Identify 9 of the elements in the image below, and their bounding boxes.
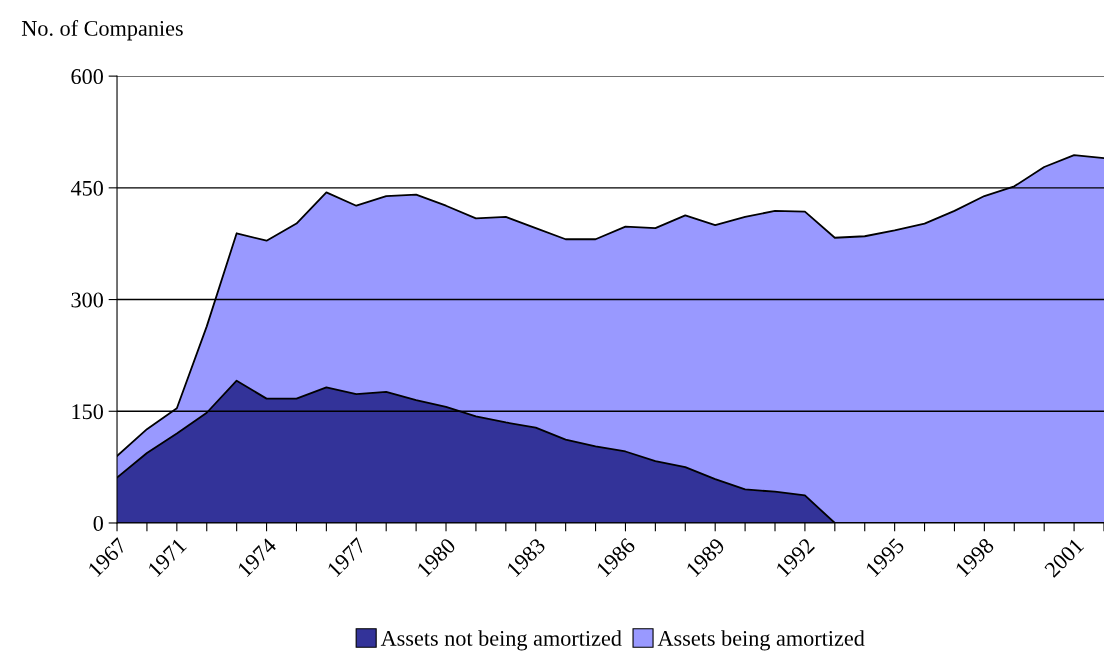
x-tick-label: 1971 — [147, 537, 187, 578]
legend-label: Assets not being amortized — [380, 630, 622, 651]
legend-label: Assets being amortized — [657, 630, 865, 651]
y-tick-label: 300 — [71, 292, 103, 308]
y-tick-label: 150 — [72, 404, 103, 420]
y-tick-label: 450 — [70, 180, 103, 196]
y-tick-label: 600 — [71, 69, 103, 85]
y-tick-label: 0 — [93, 515, 103, 531]
y-axis-title: No. of Companies — [21, 20, 183, 41]
